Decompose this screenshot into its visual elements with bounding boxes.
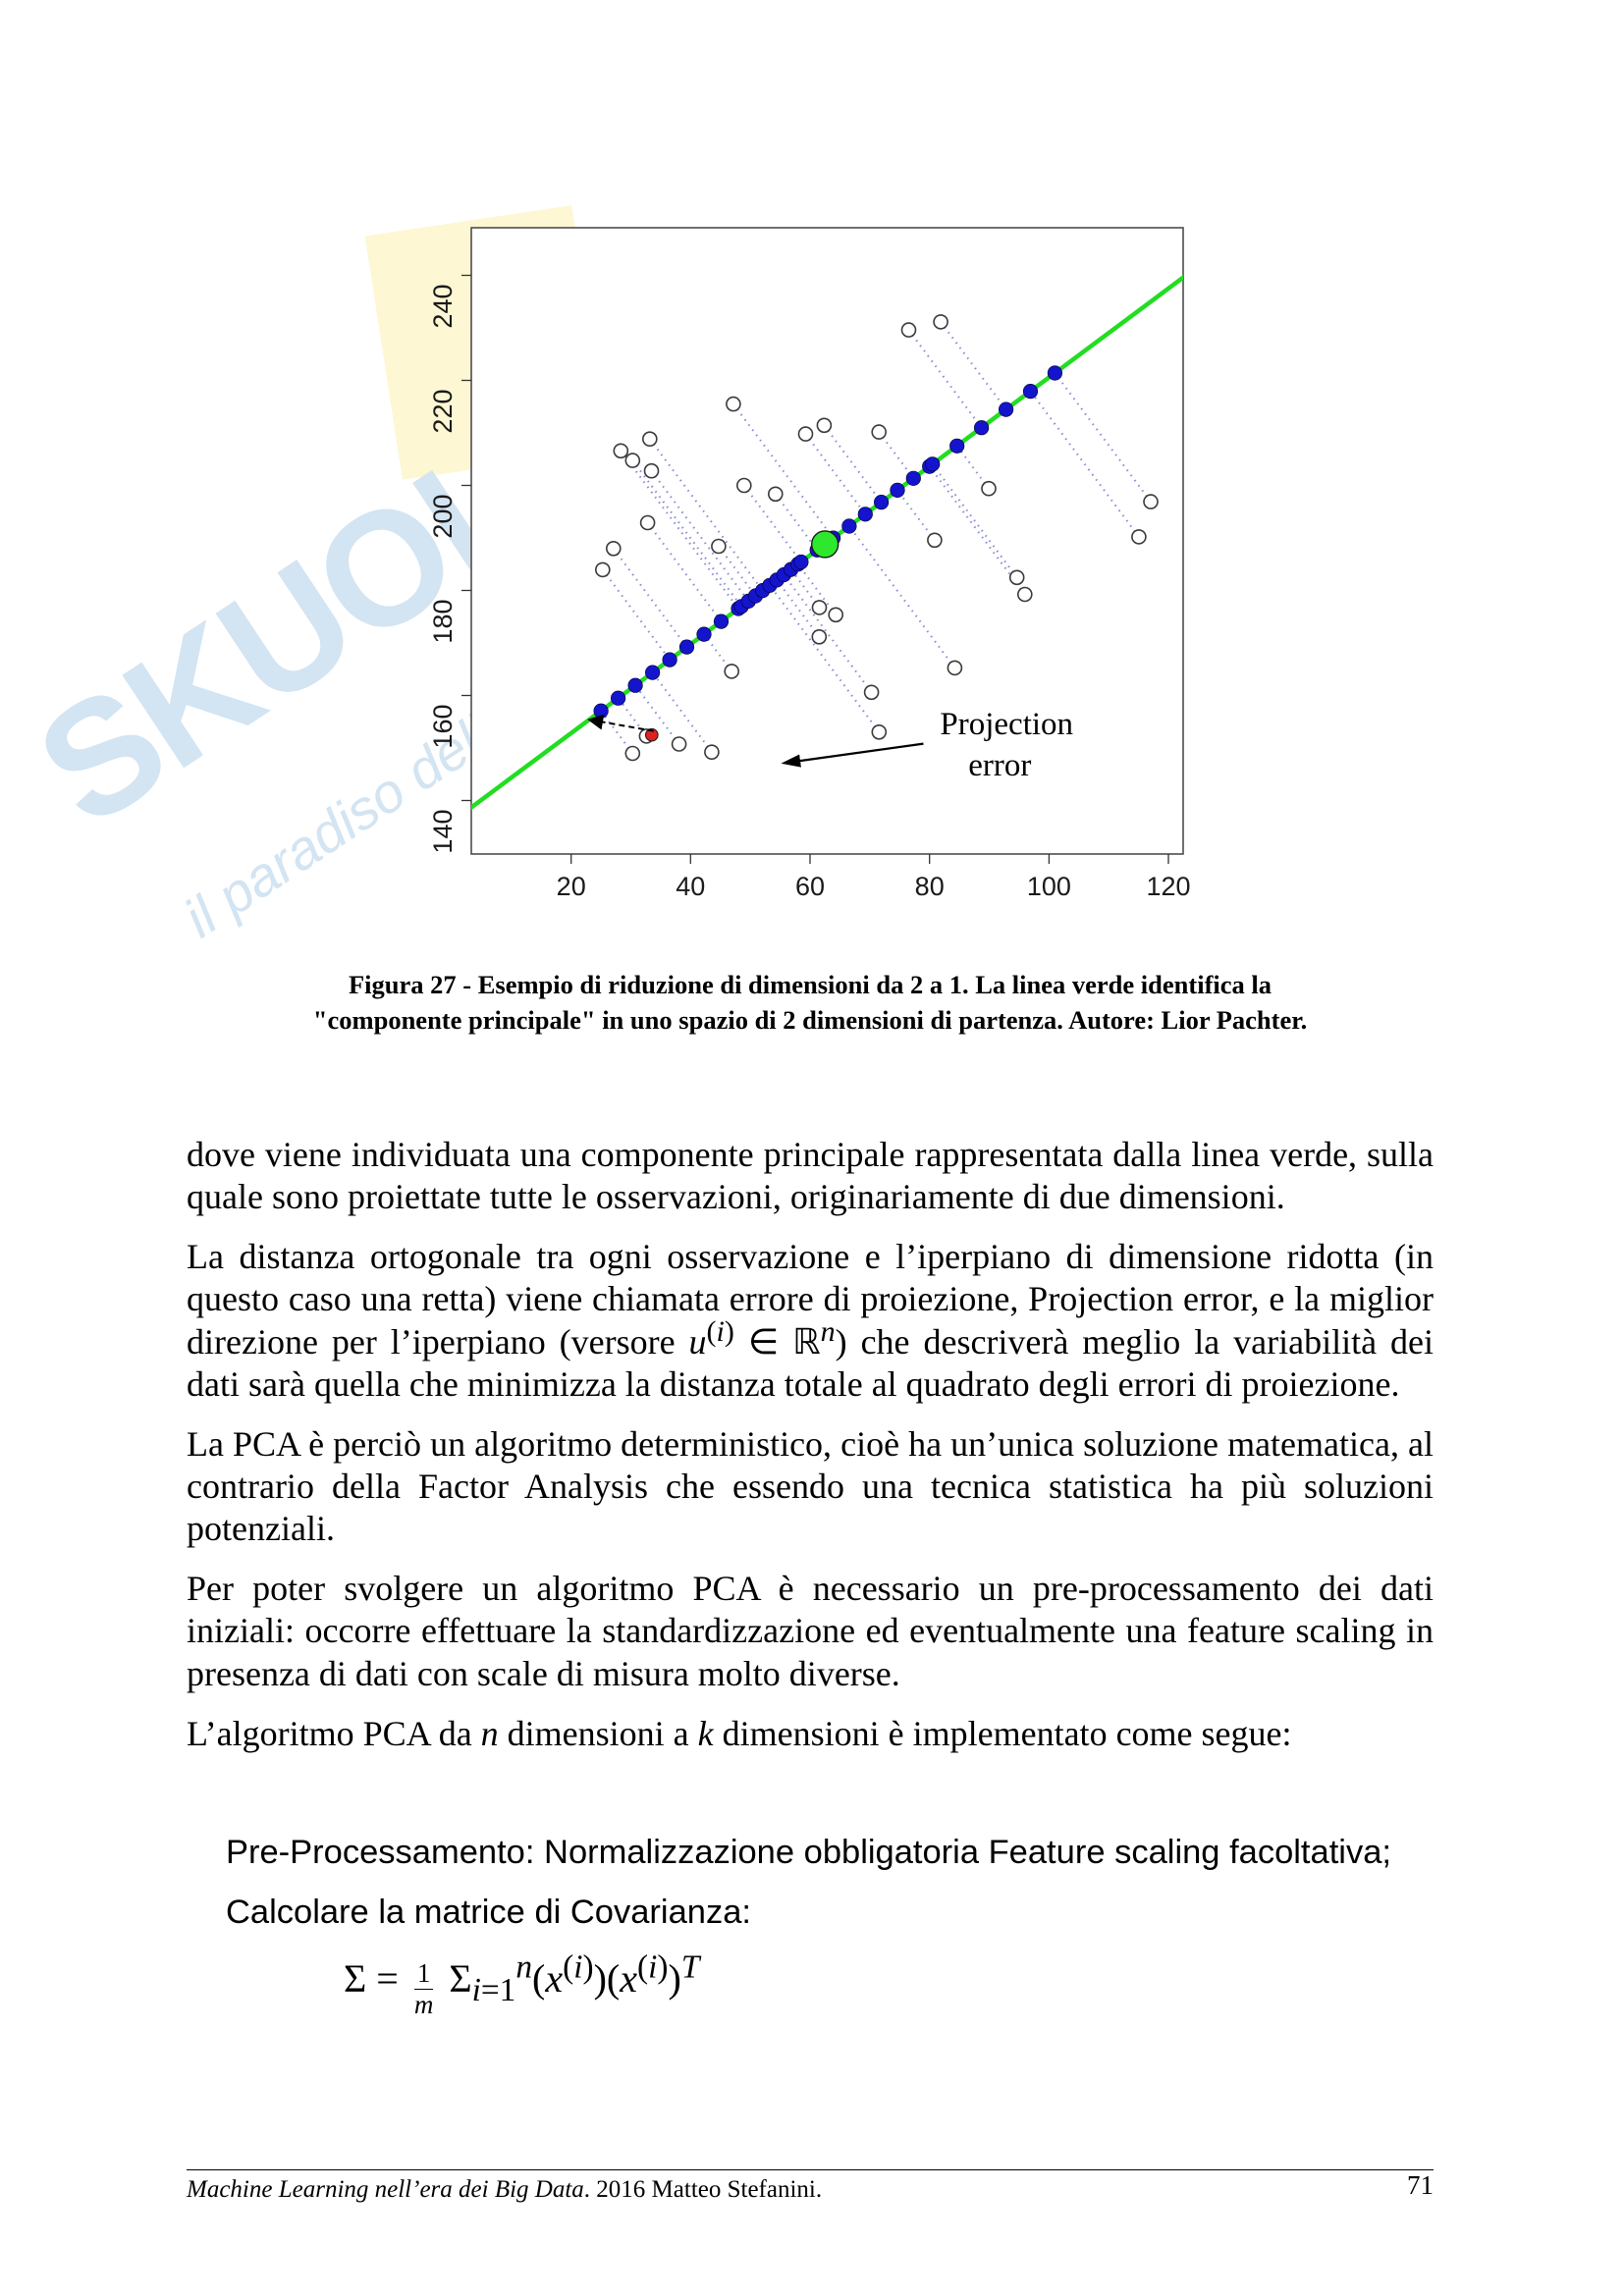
svg-text:120: 120 xyxy=(1146,872,1190,901)
svg-text:180: 180 xyxy=(428,600,458,644)
svg-text:220: 220 xyxy=(428,390,458,434)
svg-text:140: 140 xyxy=(428,810,458,854)
svg-text:Projection: Projection xyxy=(940,707,1073,742)
svg-text:40: 40 xyxy=(676,872,705,901)
svg-text:200: 200 xyxy=(428,495,458,539)
svg-text:80: 80 xyxy=(915,872,945,901)
svg-text:100: 100 xyxy=(1027,872,1071,901)
svg-text:20: 20 xyxy=(557,872,586,901)
svg-text:error: error xyxy=(968,748,1031,783)
svg-text:160: 160 xyxy=(428,705,458,749)
svg-text:60: 60 xyxy=(795,872,825,901)
svg-text:240: 240 xyxy=(428,285,458,329)
